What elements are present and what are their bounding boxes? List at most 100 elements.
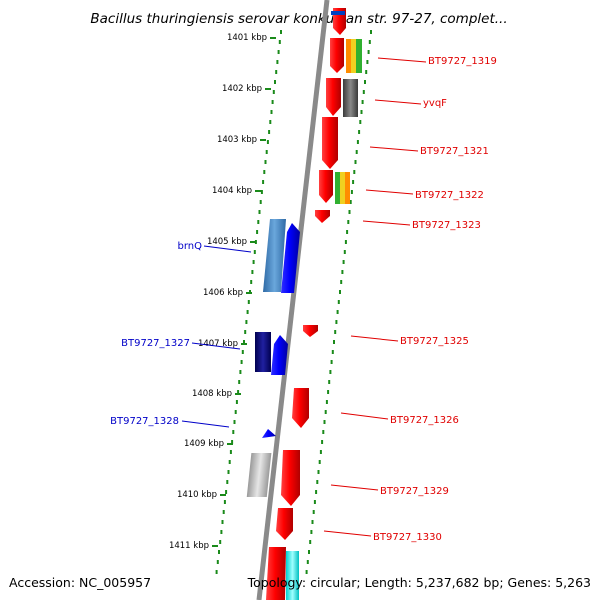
gene-label-bt9727-1326[interactable]: BT9727_1326: [390, 415, 459, 426]
gene-arrow[interactable]: [326, 78, 341, 116]
gene-label-bt9727-1327[interactable]: BT9727_1327: [121, 338, 190, 349]
track-dash: [343, 250, 346, 254]
track-dash: [228, 460, 231, 464]
gene-arrow[interactable]: [292, 388, 309, 428]
track-dash: [246, 310, 249, 314]
track-dash: [370, 30, 372, 34]
gene-label-bt9727-1319[interactable]: BT9727_1319: [428, 56, 497, 67]
gene-label-yvqf[interactable]: yvqF: [423, 98, 447, 109]
gene-block[interactable]: [335, 172, 340, 204]
gene-arrow[interactable]: [281, 450, 300, 506]
gene-block[interactable]: [246, 453, 272, 497]
leader-line: [191, 342, 241, 350]
leader-line: [323, 530, 372, 537]
track-dash: [317, 470, 320, 474]
gene-block[interactable]: [345, 172, 350, 204]
gene-label-bt9727-1329[interactable]: BT9727_1329: [380, 486, 449, 497]
track-dash: [243, 340, 245, 344]
gene-arrow[interactable]: [330, 38, 344, 73]
track-dash: [225, 490, 228, 494]
gene-arrow[interactable]: [322, 117, 338, 169]
ruler-label: 1403 kbp: [217, 135, 257, 145]
gene-block[interactable]: [255, 332, 271, 372]
track-dash: [263, 170, 266, 174]
gene-label-brnq[interactable]: brnQ: [178, 241, 203, 252]
leader-line: [181, 420, 230, 428]
gene-arrow[interactable]: [315, 210, 330, 223]
gene-block[interactable]: [351, 39, 356, 73]
track-dash: [313, 500, 316, 504]
leader-line: [362, 220, 411, 226]
track-dash: [268, 130, 271, 134]
track-dash: [310, 530, 313, 534]
track-dash: [223, 500, 226, 504]
track-dash: [216, 560, 219, 564]
track-dash: [234, 410, 237, 414]
track-dash: [342, 260, 345, 264]
track-dash: [368, 40, 371, 44]
track-dash: [362, 90, 365, 94]
leader-line: [365, 189, 414, 195]
gene-arrow[interactable]: [319, 170, 333, 203]
track-dash: [226, 480, 229, 484]
track-dash: [269, 120, 272, 124]
track-dash: [259, 200, 262, 204]
gene-arrow[interactable]: [303, 325, 318, 337]
track-dash: [219, 540, 222, 544]
gene-arrow[interactable]: [263, 219, 286, 292]
gene-block[interactable]: [356, 39, 362, 73]
gene-arrow[interactable]: [276, 508, 293, 540]
track-dash: [220, 530, 223, 534]
gene-block[interactable]: [346, 39, 351, 73]
track-dash: [280, 30, 282, 34]
track-dash: [244, 330, 247, 334]
ruler-label: 1407 kbp: [198, 339, 238, 349]
gene-label-bt9727-1330[interactable]: BT9727_1330: [373, 532, 442, 543]
track-dash: [222, 510, 225, 514]
track-dash: [355, 150, 358, 154]
track-dash: [241, 350, 244, 354]
track-dash: [265, 150, 268, 154]
ruler-label: 1411 kbp: [169, 541, 209, 551]
track-dash: [253, 250, 256, 254]
leader-line: [203, 245, 252, 253]
track-dash: [360, 110, 363, 114]
reverse-gene-labels: brnQ BT9727_1327 BT9727_1328: [110, 241, 252, 428]
track-dash: [328, 380, 331, 384]
leader-line: [369, 146, 419, 152]
track-dash: [256, 230, 259, 234]
gene-label-bt9727-1322[interactable]: BT9727_1322: [415, 190, 484, 201]
track-dash: [336, 310, 339, 314]
reverse-genes: [255, 219, 300, 438]
gene-block[interactable]: [286, 551, 299, 600]
map-title: Bacillus thuringiensis serovar konkukian…: [90, 11, 507, 27]
gene-label-bt9727-1328[interactable]: BT9727_1328: [110, 416, 179, 427]
track-dash: [344, 240, 347, 244]
gene-label-bt9727-1321[interactable]: BT9727_1321: [420, 146, 489, 157]
gene-arrow[interactable]: [262, 429, 276, 438]
ruler-label: 1408 kbp: [192, 389, 232, 399]
track-dash: [231, 440, 234, 444]
track-dash: [275, 70, 278, 74]
track-dash: [335, 320, 338, 324]
gene-arrow[interactable]: [271, 335, 288, 375]
track-dash: [309, 540, 312, 544]
ruler-label: 1406 kbp: [203, 288, 243, 298]
track-dash: [227, 470, 230, 474]
gene-block[interactable]: [331, 11, 345, 15]
gene-label-bt9727-1325[interactable]: BT9727_1325: [400, 336, 469, 347]
track-dash: [277, 50, 280, 54]
gene-block[interactable]: [343, 79, 358, 117]
track-dash: [312, 510, 315, 514]
track-dash: [323, 420, 326, 424]
gene-label-bt9727-1323[interactable]: BT9727_1323: [412, 220, 481, 231]
track-dash: [305, 570, 308, 574]
track-dash: [341, 270, 344, 274]
gene-arrow[interactable]: [281, 223, 300, 293]
gene-arrow[interactable]: [266, 547, 286, 600]
track-dash: [240, 360, 243, 364]
gene-block[interactable]: [340, 172, 345, 204]
track-dash: [325, 400, 328, 404]
track-dash: [334, 330, 337, 334]
